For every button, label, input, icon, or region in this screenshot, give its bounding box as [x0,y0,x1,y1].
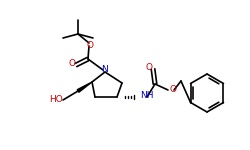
Text: N: N [102,66,108,75]
Text: O: O [86,42,94,51]
Text: HO: HO [49,94,63,103]
Text: O: O [68,60,75,69]
Polygon shape [77,82,92,92]
Text: O: O [170,84,177,93]
Text: NH: NH [140,92,153,100]
Text: O: O [146,63,152,72]
